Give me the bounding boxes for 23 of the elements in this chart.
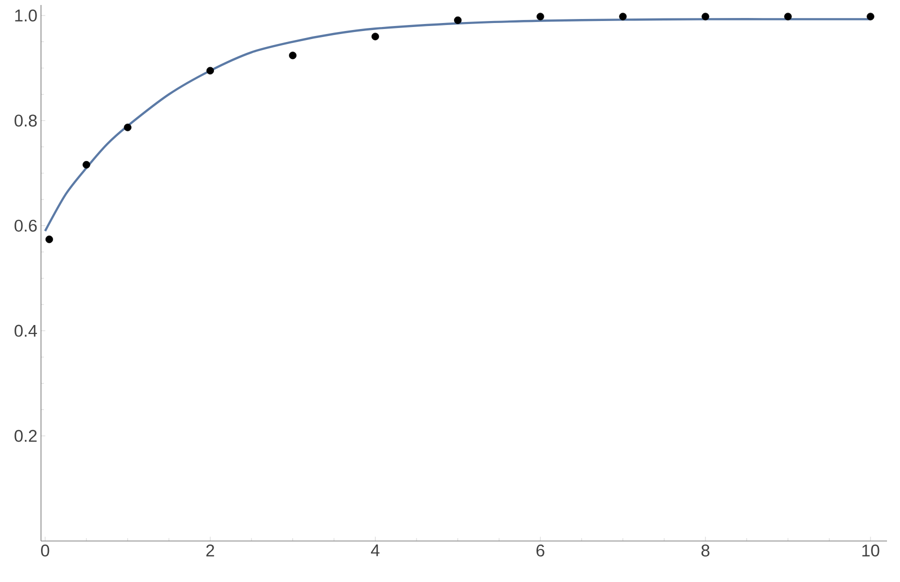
- y-tick-label: 0.6: [14, 220, 37, 232]
- point: [288, 52, 297, 60]
- point: [536, 12, 544, 20]
- point: [866, 12, 874, 20]
- x-tick-label: 2: [206, 544, 214, 556]
- point: [371, 32, 380, 40]
- point: [206, 66, 214, 74]
- x-tick-label: 8: [701, 544, 710, 557]
- x-tick-label: 6: [536, 544, 544, 557]
- point: [702, 12, 710, 20]
- x-tick-label: 10: [862, 544, 880, 557]
- y-tick-label: 1.0: [15, 10, 37, 22]
- y-tick-label: 0.8: [14, 114, 37, 127]
- point: [619, 12, 627, 20]
- x-tick-label: 4: [370, 544, 380, 556]
- point: [124, 124, 132, 132]
- x-tick-label: 0: [41, 544, 50, 557]
- y-tick-label: 0.2: [14, 430, 37, 442]
- point: [454, 16, 462, 24]
- point: [45, 236, 54, 244]
- y-tick-label: 0.4: [14, 324, 37, 337]
- point: [82, 160, 90, 169]
- point: [784, 12, 792, 20]
